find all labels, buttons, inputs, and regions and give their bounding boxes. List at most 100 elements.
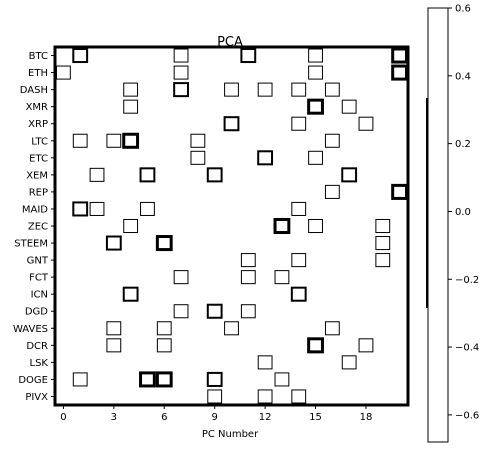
heatmap-cell xyxy=(374,47,392,65)
heatmap-cells xyxy=(55,47,408,405)
cell-outline xyxy=(123,218,139,234)
heatmap-cell xyxy=(323,200,341,218)
heatmap-cell xyxy=(155,370,173,388)
heatmap-cell xyxy=(105,149,123,167)
cell-outline xyxy=(257,389,273,404)
y-tick-label: REP xyxy=(29,187,48,198)
x-axis-ticks: 0 3 6 9 12 15 18 xyxy=(60,405,372,423)
heatmap-cell xyxy=(71,285,89,303)
heatmap-cell xyxy=(189,132,207,150)
heatmap-cell xyxy=(105,251,123,269)
heatmap-cell xyxy=(189,149,207,167)
heatmap-cell xyxy=(155,98,173,116)
heatmap-cell xyxy=(290,81,308,99)
colorbar-edge-mark xyxy=(426,98,429,308)
heatmap-cell xyxy=(374,387,392,405)
heatmap-cell xyxy=(206,370,224,388)
heatmap-cell xyxy=(307,302,324,320)
heatmap-cell xyxy=(290,370,308,388)
y-tick-label: GNT xyxy=(27,256,49,267)
heatmap-cell xyxy=(139,353,156,371)
heatmap-cell xyxy=(155,166,173,184)
heatmap-cell xyxy=(239,302,257,320)
y-tick-label: XRP xyxy=(28,119,48,130)
heatmap-cell xyxy=(357,47,375,65)
heatmap-cell xyxy=(290,285,308,303)
heatmap-cell xyxy=(374,353,392,371)
heatmap-cell xyxy=(290,319,308,337)
heatmap-cell xyxy=(391,200,408,218)
heatmap-cell xyxy=(139,132,156,150)
x-tick-label: 12 xyxy=(259,412,272,423)
cell-outline xyxy=(308,150,323,165)
heatmap-cell xyxy=(172,166,190,184)
heatmap-cell xyxy=(374,149,392,167)
heatmap-cell xyxy=(357,336,375,354)
y-tick-label: XEM xyxy=(26,170,48,181)
heatmap-cell xyxy=(139,115,156,133)
heatmap-cell xyxy=(340,285,358,303)
heatmap-cell xyxy=(155,200,173,218)
heatmap-cell xyxy=(256,234,274,252)
heatmap-cell xyxy=(323,64,341,82)
cell-outline xyxy=(308,48,323,63)
heatmap-cell xyxy=(323,132,341,150)
heatmap-cell xyxy=(223,81,240,99)
heatmap-cell xyxy=(357,285,375,303)
heatmap-cell xyxy=(105,47,123,65)
heatmap-cell xyxy=(290,149,308,167)
heatmap-cell xyxy=(55,81,72,99)
heatmap-cell xyxy=(88,268,106,286)
heatmap-cell xyxy=(71,132,89,150)
cell-outline xyxy=(72,372,88,387)
heatmap-cell xyxy=(139,370,156,388)
heatmap-cell xyxy=(340,64,358,82)
y-tick-label: ZEC xyxy=(28,222,48,233)
cell-outline xyxy=(173,48,189,63)
heatmap-cell xyxy=(189,217,207,235)
heatmap-cell xyxy=(172,370,190,388)
heatmap-cell xyxy=(223,200,240,218)
cell-outline xyxy=(72,48,89,64)
heatmap-cell xyxy=(223,183,240,201)
heatmap-cell xyxy=(206,302,224,320)
heatmap-cell xyxy=(290,353,308,371)
heatmap-cell xyxy=(239,268,257,286)
heatmap-cell xyxy=(172,217,190,235)
cell-outline xyxy=(257,355,273,370)
heatmap-cell xyxy=(323,251,341,269)
heatmap-cell xyxy=(189,387,207,405)
heatmap-cell xyxy=(391,285,408,303)
heatmap-cell xyxy=(155,115,173,133)
heatmap-cell xyxy=(223,387,240,405)
y-tick-label: DCR xyxy=(26,341,48,352)
colorbar-tick-label: 0.6 xyxy=(455,4,471,15)
heatmap-cell xyxy=(307,285,324,303)
heatmap-cell xyxy=(391,268,408,286)
heatmap-cell xyxy=(323,217,341,235)
heatmap-cell xyxy=(256,217,274,235)
heatmap-cell xyxy=(105,115,123,133)
heatmap-cell xyxy=(172,268,190,286)
cell-outline xyxy=(106,133,122,148)
heatmap-cell xyxy=(88,81,106,99)
heatmap-cell xyxy=(206,132,224,150)
heatmap-cell xyxy=(71,251,89,269)
heatmap-cell xyxy=(290,98,308,116)
heatmap-cell xyxy=(189,353,207,371)
heatmap-cell xyxy=(273,251,291,269)
heatmap-cell xyxy=(71,166,89,184)
heatmap-cell xyxy=(155,336,173,354)
heatmap-cell xyxy=(340,81,358,99)
y-tick-label: BTC xyxy=(29,51,48,62)
cell-outline xyxy=(274,372,290,387)
heatmap-cell xyxy=(189,183,207,201)
heatmap-cell xyxy=(290,387,308,405)
heatmap-cell xyxy=(357,302,375,320)
cell-outline xyxy=(72,133,88,148)
heatmap-cell xyxy=(71,115,89,133)
heatmap-cell xyxy=(374,166,392,184)
heatmap-cell xyxy=(105,183,123,201)
heatmap-cell xyxy=(88,166,106,184)
heatmap-cell xyxy=(290,64,308,82)
